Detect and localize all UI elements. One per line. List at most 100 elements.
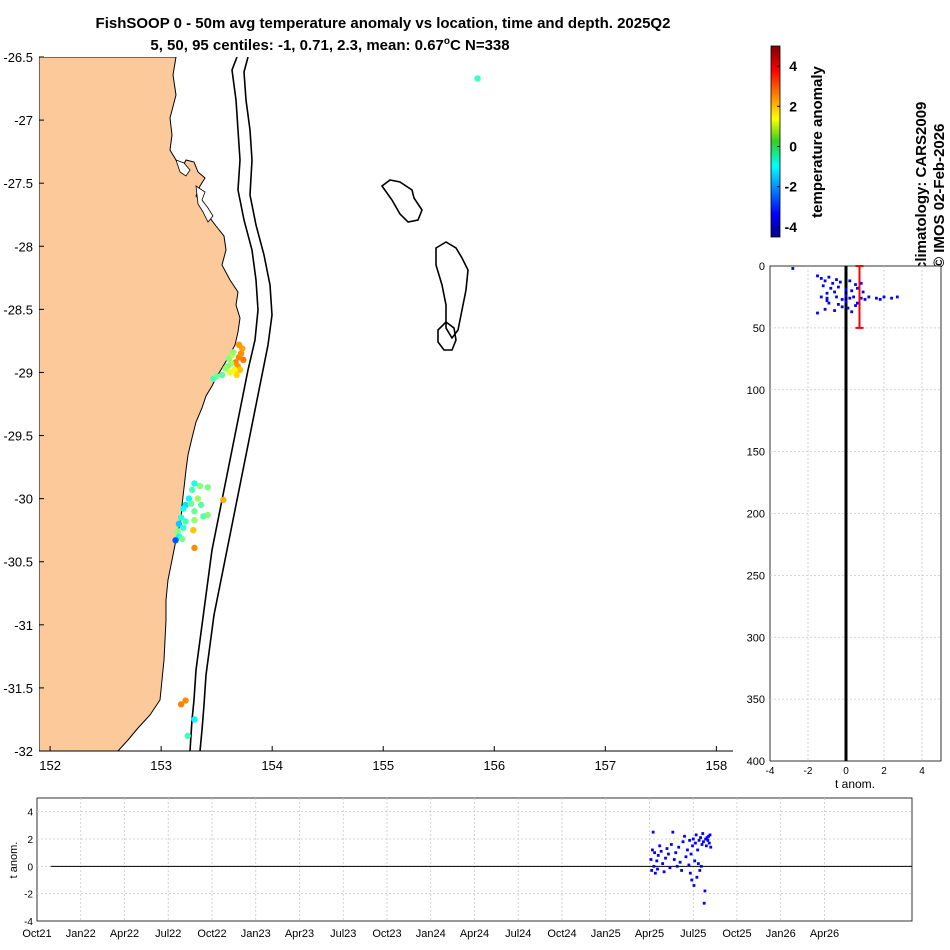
map-point — [175, 520, 183, 528]
map-point — [240, 356, 247, 364]
time-point — [691, 844, 694, 848]
time-ylabel: t anom. — [8, 842, 20, 879]
map-point — [220, 496, 227, 504]
colorbar-tick-label: 0 — [789, 139, 797, 155]
climatology-label: climatology: CARS2009 — [913, 102, 930, 270]
map-y-tick-label: -27.5 — [3, 176, 33, 191]
map-point — [191, 716, 198, 723]
time-point — [701, 832, 705, 835]
map-point — [236, 366, 244, 374]
colorbar-ticks: -4 -2 0 2 4 — [777, 58, 797, 235]
time-point — [696, 848, 700, 852]
colorbar-panel: -4 -2 0 2 4 temperature anomaly — [770, 45, 826, 238]
time-point — [683, 834, 686, 838]
depth-point — [827, 301, 831, 305]
colorbar-gradient — [770, 45, 781, 238]
time-x-tick-label: Apr25 — [635, 928, 664, 940]
depth-point — [840, 298, 844, 301]
shelf-contour-inner — [189, 57, 259, 751]
time-point — [687, 863, 691, 867]
map-y-tick-label: -30 — [14, 492, 33, 507]
map-x-tick-label: 155 — [372, 758, 394, 773]
time-point — [668, 866, 672, 870]
depth-point — [848, 279, 852, 283]
depth-point — [823, 279, 827, 283]
time-point — [698, 869, 702, 872]
time-point — [692, 884, 696, 887]
time-x-tick-label: Jul23 — [330, 928, 356, 940]
map-point — [180, 505, 187, 512]
depth-point — [833, 290, 836, 294]
depth-point — [844, 300, 848, 304]
map-x-tick-label: 154 — [261, 758, 283, 773]
depth-xlabel: t anom. — [835, 777, 875, 791]
map-axes: 152 153 154 155 156 157 158 -26.5 -27 -27.5 -28 -28… — [3, 50, 733, 773]
time-x-tick-label: Oct22 — [197, 928, 226, 940]
depth-point — [882, 295, 886, 299]
depth-point — [844, 294, 848, 298]
depth-point — [852, 295, 855, 299]
time-point — [702, 901, 706, 905]
depth-y-tick-label: 100 — [747, 385, 765, 397]
time-point — [653, 871, 657, 875]
map-point — [189, 486, 196, 494]
map-points — [172, 75, 481, 740]
time-point — [691, 837, 695, 841]
time-x-tick-label: Apr23 — [285, 928, 314, 940]
depth-point — [875, 296, 878, 300]
time-point — [649, 858, 653, 861]
time-y-tick-label: 4 — [27, 808, 33, 819]
time-point — [667, 852, 670, 856]
depth-point — [821, 284, 825, 288]
time-point — [708, 833, 712, 837]
time-point — [697, 838, 701, 842]
map-point — [194, 495, 201, 502]
seamount-contour-1 — [380, 179, 423, 223]
time-point — [709, 845, 713, 849]
depth-point — [840, 305, 844, 309]
map-y-tick-label: -32 — [14, 744, 33, 759]
time-point — [703, 889, 707, 893]
time-point — [677, 845, 681, 849]
depth-point — [819, 295, 823, 299]
map-point — [182, 697, 189, 704]
map-y-tick-label: -29.5 — [3, 429, 33, 444]
depth-point — [854, 304, 857, 307]
depth-point — [819, 276, 823, 280]
time-x-tick-label: Oct21 — [22, 928, 51, 940]
depth-point — [895, 295, 899, 299]
time-x-tick-label: Jan25 — [591, 928, 621, 940]
time-point — [661, 862, 665, 865]
map-point — [197, 501, 205, 509]
time-y-tick-label: 0 — [27, 862, 33, 873]
time-point — [652, 864, 656, 868]
map-point — [226, 369, 234, 376]
time-x-tick-label: Jul22 — [155, 928, 181, 940]
map-y-tick-label: -31.5 — [3, 681, 33, 696]
colorbar-tick-label: 2 — [789, 98, 797, 114]
depth-x-tick-label: 4 — [919, 766, 925, 777]
time-point — [707, 834, 710, 838]
map-point — [196, 482, 204, 490]
depth-point — [835, 278, 838, 282]
time-point — [686, 848, 689, 852]
map-point — [190, 526, 197, 534]
seamount-contour-3 — [437, 320, 457, 351]
depth-point — [854, 283, 857, 286]
map-point — [179, 535, 186, 543]
time-content — [50, 830, 912, 905]
map-point — [230, 349, 237, 356]
depth-point — [837, 285, 840, 289]
depth-point — [850, 310, 854, 314]
land-detail-bay — [175, 159, 191, 177]
time-point — [664, 856, 667, 860]
colorbar-tick-label: 4 — [789, 58, 797, 74]
time-point — [675, 864, 679, 868]
map-x-tick-label: 152 — [39, 758, 61, 773]
time-point — [704, 837, 708, 841]
time-point — [671, 830, 675, 834]
map-point — [200, 513, 207, 520]
depth-point — [827, 275, 831, 279]
depth-point — [791, 267, 795, 270]
